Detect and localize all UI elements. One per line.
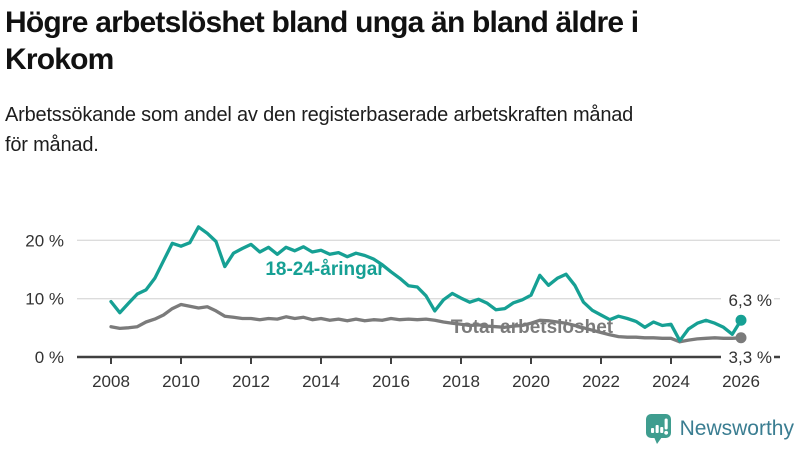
chart-subtitle: Arbetssökande som andel av den registerb…: [5, 100, 797, 160]
line-Total arbetslöshet: [109, 302, 743, 344]
end-dot-18-24-åringar: [735, 314, 747, 326]
subtitle-line-2: för månad.: [5, 134, 99, 156]
x-tick-label: 2020: [512, 372, 550, 391]
y-tick-label: 10 %: [25, 290, 64, 309]
newsworthy-logo-icon: [645, 413, 672, 445]
end-dot-Total arbetslöshet: [735, 332, 747, 344]
x-tick-label: 2012: [232, 372, 270, 391]
x-tick-label: 2018: [442, 372, 480, 391]
y-tick-label: 20 %: [25, 231, 64, 250]
chart-grid-and-axes: 0 % 10 % 20 % 2008 2010 2012 2014 2016 2018 2020 2…: [25, 231, 780, 391]
title-line-1: Högre arbetslöshet bland unga än bland ä…: [5, 6, 639, 39]
x-tick-label: 2014: [302, 372, 340, 391]
chart-series-lines: [109, 225, 747, 344]
chart-header: Högre arbetslöshet bland unga än bland ä…: [5, 4, 797, 160]
x-tick-label: 2008: [92, 372, 130, 391]
series-label-total: Total arbetslöshet: [451, 317, 614, 338]
newsworthy-wordmark: Newsworthy: [679, 417, 794, 440]
end-label-backdrop-total: [721, 347, 774, 366]
end-value-label-youth: 6,3 %: [729, 291, 772, 310]
x-tick-label: 2016: [372, 372, 410, 391]
end-label-backdrop-youth: [721, 291, 774, 310]
chart-annotations: 18-24-åringar Total arbetslöshet 6,3 % 3…: [265, 259, 774, 367]
y-tick-label: 0 %: [35, 348, 64, 367]
x-tick-label: 2026: [722, 372, 760, 391]
subtitle-line-1: Arbetssökande som andel av den registerb…: [5, 104, 634, 126]
newsworthy-branding: Newsworthy: [645, 413, 794, 445]
end-value-label-total: 3,3 %: [729, 348, 772, 367]
title-line-2: Krokom: [5, 43, 114, 76]
x-tick-label: 2022: [582, 372, 620, 391]
line-18-24-åringar: [109, 225, 743, 343]
x-tick-label: 2010: [162, 372, 200, 391]
page-title: Högre arbetslöshet bland unga än bland ä…: [5, 4, 797, 78]
x-tick-label: 2024: [652, 372, 690, 391]
series-label-youth: 18-24-åringar: [265, 259, 385, 280]
